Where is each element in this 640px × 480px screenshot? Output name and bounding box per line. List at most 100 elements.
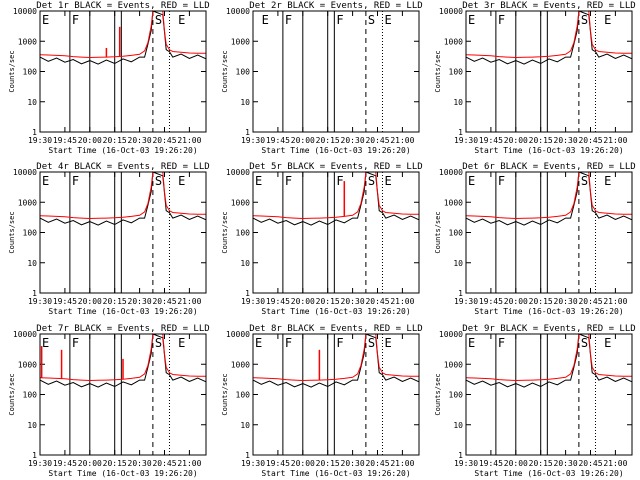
marker-letter: E — [178, 174, 185, 188]
marker-letter: S — [155, 174, 162, 188]
marker-letter: S — [155, 336, 162, 350]
x-axis-label: Start Time (16-Oct-03 19:26:20) — [474, 146, 623, 155]
marker-letter: E — [468, 13, 475, 27]
x-axis-label: Start Time (16-Oct-03 19:26:20) — [48, 146, 197, 155]
x-tick-label: 20:30 — [554, 136, 578, 145]
x-axis-label: Start Time (16-Oct-03 19:26:20) — [261, 307, 410, 316]
x-tick-label: 21:00 — [390, 459, 414, 468]
x-tick-label: 21:00 — [177, 459, 201, 468]
lld-series — [39, 171, 206, 220]
x-tick-label: 20:15 — [103, 136, 127, 145]
y-tick-label: 1000 — [231, 37, 250, 46]
x-tick-label: 21:00 — [603, 136, 627, 145]
y-axis-label: Counts/sec — [221, 50, 229, 92]
plot-frame — [465, 10, 633, 133]
plot-frame — [39, 10, 207, 133]
y-tick-label: 10000 — [226, 330, 250, 339]
x-axis-label: Start Time (16-Oct-03 19:26:20) — [474, 469, 623, 478]
y-tick-label: 1 — [458, 451, 463, 460]
y-tick-label: 10 — [453, 98, 463, 107]
lld-series — [465, 333, 632, 382]
x-tick-label: 19:30 — [241, 136, 265, 145]
y-tick-label: 1000 — [18, 360, 37, 369]
plot-frame — [39, 171, 207, 294]
y-tick-label: 1 — [32, 289, 37, 298]
marker-letter: E — [178, 336, 185, 350]
events-series — [465, 171, 633, 226]
y-tick-label: 1 — [32, 128, 37, 137]
y-tick-label: 10000 — [226, 168, 250, 177]
events-series — [39, 171, 207, 226]
lld-series — [39, 333, 206, 382]
marker-letter: E — [255, 336, 262, 350]
marker-letter: E — [262, 13, 269, 27]
marker-letter: S — [368, 336, 375, 350]
x-tick-label: 20:30 — [341, 136, 365, 145]
x-tick-label: 20:00 — [504, 297, 528, 306]
panel-det-4r: Det 4r BLACK = Events, RED = LLD 1 10 100 10… — [8, 162, 210, 316]
marker-letter: E — [604, 174, 611, 188]
x-tick-label: 19:30 — [454, 297, 478, 306]
y-tick-label: 100 — [23, 229, 38, 238]
y-tick-label: 1 — [458, 289, 463, 298]
plot-frame — [252, 333, 420, 456]
events-series — [39, 333, 207, 388]
y-tick-label: 100 — [236, 391, 251, 400]
x-tick-label: 20:45 — [365, 297, 389, 306]
panel-det-3r: Det 3r BLACK = Events, RED = LLD 1 10 100 10… — [434, 1, 636, 155]
x-tick-label: 20:00 — [78, 459, 102, 468]
marker-letter: F — [72, 13, 79, 27]
marker-letter: F — [72, 336, 79, 350]
x-tick-label: 21:00 — [177, 136, 201, 145]
lld-series — [39, 10, 206, 59]
x-axis-label: Start Time (16-Oct-03 19:26:20) — [474, 307, 623, 316]
x-tick-label: 20:45 — [152, 297, 176, 306]
x-tick-label: 20:15 — [103, 459, 127, 468]
marker-letter: F — [285, 174, 292, 188]
panel-title: Det 4r BLACK = Events, RED = LLD — [36, 162, 209, 172]
x-tick-label: 20:15 — [529, 459, 553, 468]
x-tick-label: 20:00 — [291, 297, 315, 306]
y-tick-label: 10000 — [13, 330, 37, 339]
y-axis-label: Counts/sec — [434, 50, 442, 92]
x-tick-label: 20:30 — [128, 459, 152, 468]
events-series — [252, 333, 420, 388]
plot-frame — [465, 171, 633, 294]
y-tick-label: 1000 — [444, 198, 463, 207]
marker-letter: E — [604, 13, 611, 27]
y-axis-label: Counts/sec — [221, 373, 229, 415]
x-tick-label: 20:30 — [554, 459, 578, 468]
x-tick-label: 20:00 — [78, 297, 102, 306]
x-tick-label: 20:45 — [152, 136, 176, 145]
x-axis-label: Start Time (16-Oct-03 19:26:20) — [48, 469, 197, 478]
marker-letter: F — [72, 174, 79, 188]
y-tick-label: 1000 — [18, 198, 37, 207]
x-tick-label: 20:00 — [291, 136, 315, 145]
y-axis-label: Counts/sec — [434, 373, 442, 415]
y-tick-label: 100 — [23, 391, 38, 400]
y-tick-label: 10 — [240, 98, 250, 107]
y-tick-label: 10 — [27, 421, 37, 430]
y-axis-label: Counts/sec — [8, 373, 16, 415]
x-tick-label: 20:45 — [152, 459, 176, 468]
marker-letter: E — [604, 336, 611, 350]
x-tick-label: 19:45 — [479, 297, 503, 306]
y-tick-label: 100 — [449, 229, 464, 238]
panel-title: Det 3r BLACK = Events, RED = LLD — [462, 1, 635, 11]
x-tick-label: 19:30 — [28, 297, 52, 306]
y-tick-label: 1000 — [444, 360, 463, 369]
y-tick-label: 1 — [245, 289, 250, 298]
x-axis-label: Start Time (16-Oct-03 19:26:20) — [261, 146, 410, 155]
y-tick-label: 1 — [245, 451, 250, 460]
y-tick-label: 1 — [458, 128, 463, 137]
x-tick-label: 20:30 — [341, 297, 365, 306]
panel-title: Det 8r BLACK = Events, RED = LLD — [249, 324, 422, 334]
x-tick-label: 20:30 — [128, 136, 152, 145]
x-tick-label: 20:00 — [504, 136, 528, 145]
marker-letter: F — [498, 13, 505, 27]
marker-letter: S — [155, 13, 162, 27]
x-tick-label: 20:15 — [316, 136, 340, 145]
marker-letter: E — [42, 336, 49, 350]
x-tick-label: 20:15 — [316, 297, 340, 306]
